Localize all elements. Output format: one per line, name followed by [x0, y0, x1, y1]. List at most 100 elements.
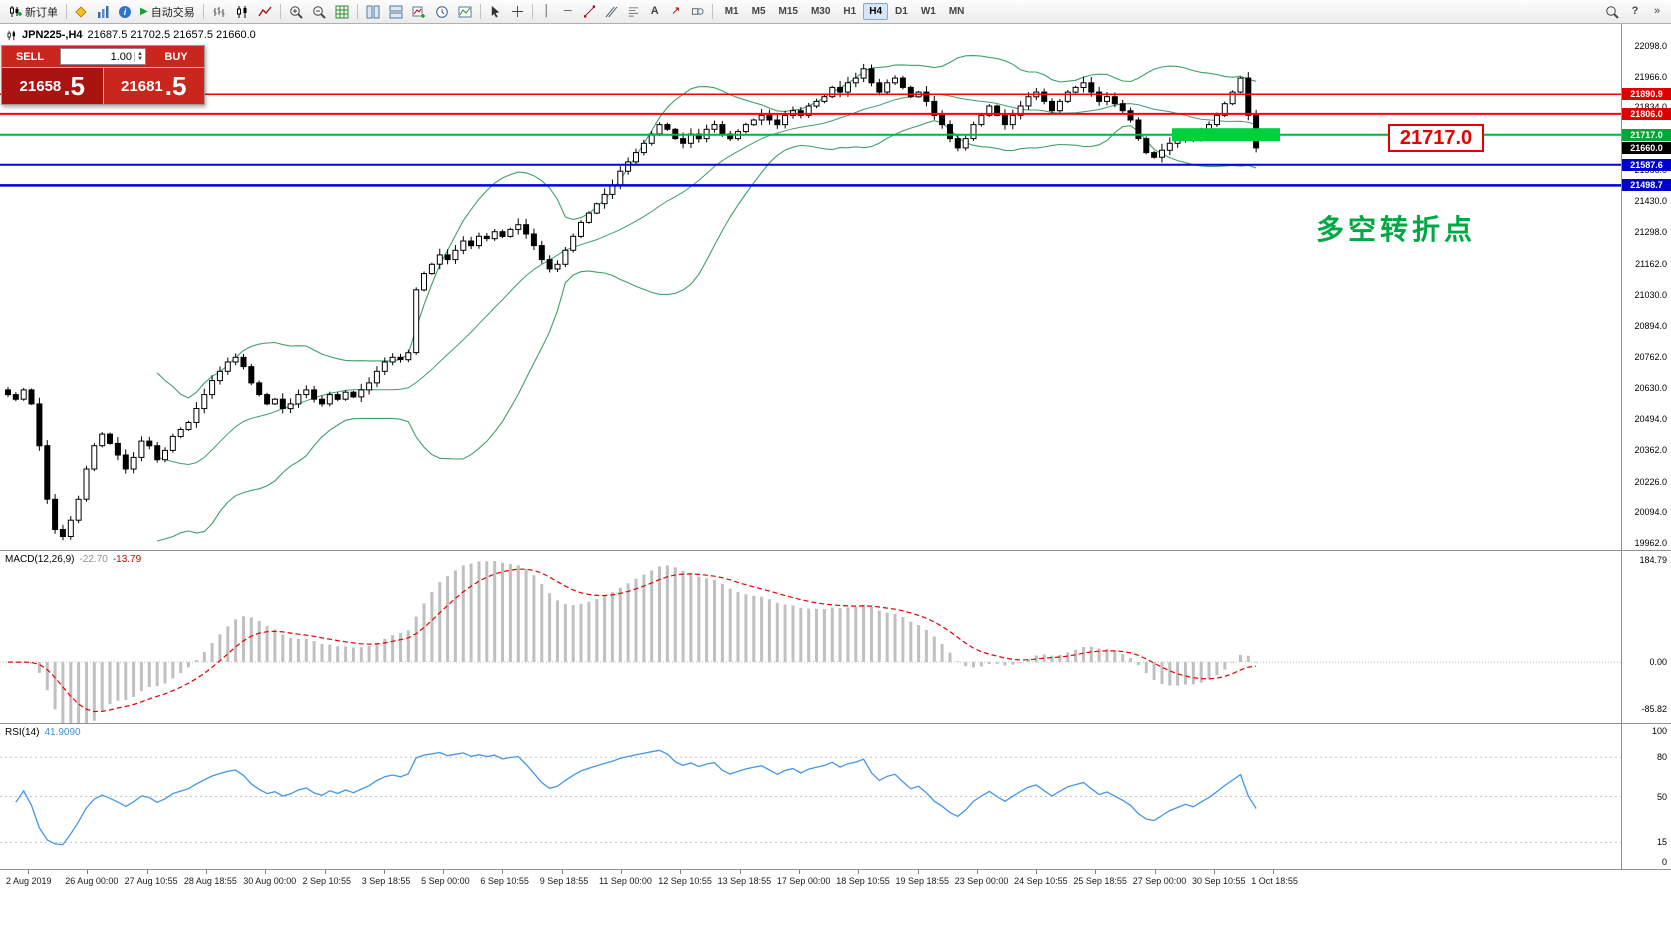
panel-divider[interactable]: [0, 550, 1671, 551]
time-tick: [917, 870, 919, 874]
rsi-canvas[interactable]: [0, 724, 1621, 869]
trendline-tool[interactable]: [579, 2, 600, 22]
tile-windows-icon: [366, 5, 380, 18]
text-tool[interactable]: A: [645, 2, 665, 22]
rsi-panel[interactable]: RSI(14) 41.9090: [0, 724, 1621, 869]
toolbar-separator: [202, 4, 204, 19]
timeframe-d1[interactable]: D1: [895, 6, 908, 17]
time-tick: [1036, 870, 1038, 874]
clock-icon: [435, 5, 448, 18]
time-axis-label: 9 Sep 18:55: [539, 876, 589, 886]
timeframe-h1[interactable]: H1: [843, 6, 857, 17]
macd-canvas[interactable]: [0, 551, 1621, 723]
time-tick: [858, 870, 860, 874]
time-axis-label: 27 Aug 10:55: [124, 876, 178, 886]
horizontal-line-tool[interactable]: ─: [558, 2, 578, 22]
chart-title: JPN225-,H4 21687.5 21702.5 21657.5 21660…: [6, 29, 256, 41]
price-scale-label: 20630.0: [1634, 382, 1667, 393]
volume-up-icon[interactable]: ▲: [137, 50, 143, 57]
timeframe-m1[interactable]: M1: [724, 6, 739, 17]
profiles-button[interactable]: [92, 2, 114, 22]
zoom-in-button[interactable]: [285, 2, 307, 22]
rsi-name: RSI(14): [5, 727, 40, 738]
time-tick: [265, 870, 267, 874]
autotrading-label: 自动交易: [150, 6, 195, 19]
horizontal-line-icon: ─: [563, 5, 572, 17]
shapes-icon: [691, 8, 704, 15]
time-tick: [1095, 870, 1097, 874]
pivot-price-callout[interactable]: 21717.0: [1388, 124, 1484, 152]
time-axis-label: 1 Oct 18:55: [1251, 876, 1298, 886]
one-click-trading-widget: SELL 1.00 ▲ ▼ BUY 21658.5 21681.5: [1, 45, 205, 105]
main-chart-panel[interactable]: JPN225-,H4 21687.5 21702.5 21657.5 21660…: [0, 24, 1621, 550]
channel-tool[interactable]: [601, 2, 622, 22]
time-axis-label: 30 Aug 00:00: [243, 876, 297, 886]
timeframe-m5[interactable]: M5: [751, 6, 766, 17]
info-icon: i: [119, 5, 131, 18]
metaeditor-button[interactable]: [71, 2, 91, 22]
time-axis[interactable]: 2 Aug 2019 26 Aug 00:00 27 Aug 10:55 28 Aug…: [0, 869, 1671, 947]
volume-stepper[interactable]: 1.00 ▲ ▼: [60, 48, 146, 65]
volume-stepper-arrows[interactable]: ▲ ▼: [134, 50, 145, 62]
price-scale-label: 21430.0: [1634, 196, 1667, 207]
vertical-line-tool[interactable]: │: [537, 2, 557, 22]
buy-button[interactable]: BUY: [148, 46, 204, 67]
sell-price[interactable]: 21658.5: [2, 68, 104, 104]
time-axis-label: 30 Sep 10:55: [1192, 876, 1246, 886]
main-chart-canvas[interactable]: [0, 24, 1621, 550]
time-tick: [680, 870, 682, 874]
time-axis-label: 24 Sep 10:55: [1014, 876, 1068, 886]
autotrading-button[interactable]: ▶ 自动交易: [136, 2, 199, 22]
expert-advisors-button[interactable]: i: [115, 2, 135, 22]
timeframe-w1[interactable]: W1: [920, 6, 936, 17]
indicators-button[interactable]: [454, 2, 476, 22]
toolbar-overflow-button[interactable]: »: [1647, 2, 1667, 22]
cascade-windows-button[interactable]: [385, 2, 407, 22]
new-order-button[interactable]: 新订单: [4, 2, 62, 22]
help-button[interactable]: ?: [1625, 2, 1645, 22]
time-tick: [383, 870, 385, 874]
macd-scale-label: -85.82: [1641, 704, 1667, 715]
candlestick-mode-button[interactable]: [231, 2, 253, 22]
tile-windows-button[interactable]: [362, 2, 384, 22]
new-chart-button[interactable]: [408, 2, 430, 22]
price-scale-label: 19962.0: [1634, 538, 1667, 548]
sell-button[interactable]: SELL: [2, 46, 58, 67]
line-chart-mode-button[interactable]: [254, 2, 276, 22]
grid-button[interactable]: [331, 2, 353, 22]
price-scale-label: 21966.0: [1634, 71, 1667, 82]
buy-price[interactable]: 21681.5: [103, 68, 204, 104]
price-scale-label: 20226.0: [1634, 476, 1667, 487]
price-scale[interactable]: 22098.021966.021834.021702.021566.021430…: [1621, 24, 1671, 869]
fibonacci-tool[interactable]: [623, 2, 644, 22]
timeframe-mn[interactable]: MN: [948, 6, 965, 17]
timeframe-m30[interactable]: M30: [810, 6, 831, 17]
arrows-tool[interactable]: ↗: [666, 2, 686, 22]
period-button[interactable]: [431, 2, 453, 22]
macd-panel[interactable]: MACD(12,26,9) -22.70 -13.79: [0, 551, 1621, 723]
search-button[interactable]: [1601, 2, 1623, 22]
fibonacci-icon: [628, 7, 638, 17]
time-axis-label: 2 Sep 10:55: [302, 876, 352, 886]
volume-down-icon[interactable]: ▼: [137, 55, 143, 62]
price-scale-label: 20894.0: [1634, 321, 1667, 332]
play-icon: ▶: [140, 6, 148, 17]
crosshair-button[interactable]: [507, 2, 528, 22]
panel-divider[interactable]: [0, 723, 1671, 724]
chart-annotation-text[interactable]: 多空转折点: [1316, 214, 1477, 245]
cursor-button[interactable]: [485, 2, 506, 22]
timeframe-h4[interactable]: H4: [863, 3, 889, 20]
new-order-label: 新订单: [25, 6, 58, 19]
volume-value[interactable]: 1.00: [110, 50, 132, 63]
macd-signal-value: -13.79: [112, 554, 142, 565]
price-scale-label: 21162.0: [1635, 258, 1667, 269]
bar-chart-mode-button[interactable]: [208, 2, 230, 22]
trendline-icon: [583, 5, 595, 18]
new-order-icon: [10, 5, 22, 17]
zoom-out-button[interactable]: [308, 2, 330, 22]
shapes-tool[interactable]: [687, 2, 708, 22]
candlestick-icon: [236, 5, 247, 18]
timeframe-m15[interactable]: M15: [778, 6, 798, 17]
search-icon: [1606, 5, 1619, 19]
